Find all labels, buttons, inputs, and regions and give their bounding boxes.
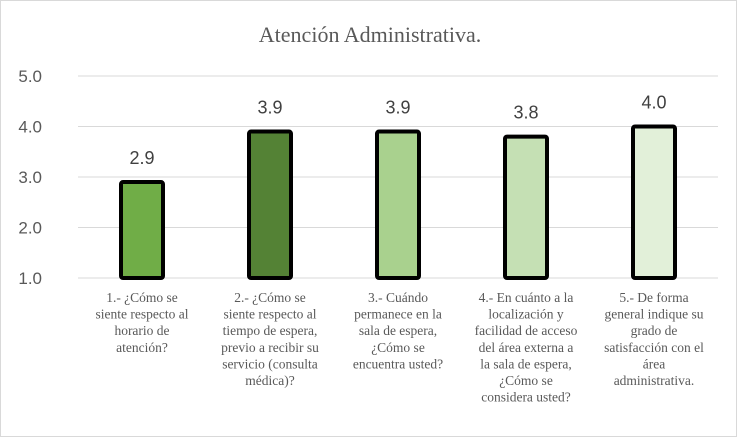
data-label: 3.8: [513, 103, 538, 123]
data-label: 4.0: [641, 93, 666, 113]
y-tick-label: 2.0: [18, 219, 42, 238]
data-label: 2.9: [129, 148, 154, 168]
category-label-line: administrativa.: [614, 373, 695, 388]
chart-title: Atención Administrativa.: [259, 22, 481, 47]
category-label-line: 4.- En cuánto a la: [479, 290, 574, 305]
data-label: 3.9: [385, 98, 410, 118]
data-labels: 2.9 3.9 3.9 3.8 4.0: [129, 93, 666, 169]
category-label-line: del área externa a: [479, 340, 574, 355]
category-label-line: satisfacción con el: [604, 340, 704, 355]
category-label-line: atención?: [116, 340, 168, 355]
y-tick-label: 5.0: [18, 67, 42, 86]
bar: [503, 134, 549, 280]
bar: [247, 129, 293, 280]
category-label-line: tiempo de espera,: [223, 323, 318, 338]
category-label-line: médica)?: [245, 373, 294, 388]
category-label-line: la sala de espera,: [480, 356, 571, 371]
y-tick-label: 1.0: [18, 269, 42, 288]
y-axis-ticks: 1.0 2.0 3.0 4.0 5.0: [18, 67, 42, 288]
category-label-line: sala de espera,: [359, 323, 437, 338]
bar: [375, 129, 421, 280]
category-label-line: servicio (consulta: [222, 356, 318, 371]
category-label-line: siente respecto al: [224, 307, 317, 322]
bar: [119, 180, 165, 280]
category-label-line: encuentra usted?: [353, 356, 443, 371]
bar: [631, 124, 677, 280]
y-tick-label: 3.0: [18, 168, 42, 187]
category-label-line: área: [643, 356, 665, 371]
category-label-line: horario de: [114, 323, 169, 338]
category-label-line: ¿Cómo se: [371, 340, 425, 355]
bars: [119, 124, 677, 280]
category-label-line: facilidad de acceso: [475, 323, 578, 338]
data-label: 3.9: [257, 98, 282, 118]
category-label-line: ¿Cómo se: [499, 373, 553, 388]
category-label-line: 1.- ¿Cómo se: [106, 290, 178, 305]
category-label-line: permanece en la: [354, 307, 442, 322]
category-label-line: 2.- ¿Cómo se: [234, 290, 306, 305]
category-label-line: grado de: [631, 323, 678, 338]
y-tick-label: 4.0: [18, 118, 42, 137]
category-label-line: considera usted?: [481, 390, 571, 405]
category-label-line: siente respecto al: [96, 307, 189, 322]
category-label-line: general indique su: [605, 307, 704, 322]
category-label-line: 5.- De forma: [619, 290, 688, 305]
category-label-line: localización y: [488, 307, 564, 322]
category-label: 4.- En cuánto a la localización yfacilida…: [475, 290, 578, 405]
category-label-line: 3.- Cuándo: [368, 290, 428, 305]
category-label-line: previo a recibir su: [221, 340, 319, 355]
